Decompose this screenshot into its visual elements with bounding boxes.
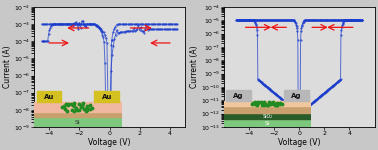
Y-axis label: Current (A): Current (A): [3, 46, 12, 88]
X-axis label: Voltage (V): Voltage (V): [278, 138, 321, 147]
X-axis label: Voltage (V): Voltage (V): [88, 138, 131, 147]
Y-axis label: Current (A): Current (A): [191, 46, 200, 88]
